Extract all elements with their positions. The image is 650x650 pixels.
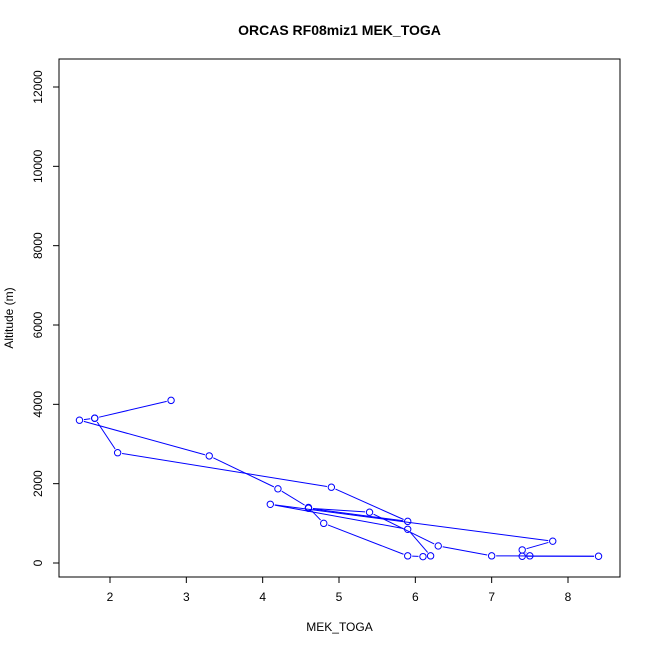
series-segment	[442, 546, 488, 556]
chart-title: ORCAS RF08miz1 MEK_TOGA	[238, 22, 441, 38]
data-point	[404, 552, 412, 560]
data-point	[113, 449, 122, 457]
series-segment	[274, 504, 404, 529]
series-segment	[274, 504, 549, 542]
series-segment	[99, 400, 167, 418]
series-segment	[335, 488, 404, 520]
data-point	[518, 552, 526, 560]
data-point	[75, 416, 84, 424]
x-tick-label: 5	[336, 590, 343, 604]
series-segment	[96, 421, 116, 450]
x-tick-label: 7	[488, 590, 495, 604]
data-point	[419, 552, 427, 561]
data-point	[274, 485, 282, 493]
series-segment	[281, 490, 305, 506]
y-axis: 0 2000 4000 6000 8000 10000 12000	[31, 70, 60, 566]
x-tick-label: 2	[107, 590, 114, 604]
x-axis: 2 3 4 5 6 7 8	[107, 576, 572, 604]
data-point	[487, 552, 496, 560]
data-point	[404, 517, 412, 526]
data-point	[327, 483, 336, 491]
data-point	[404, 525, 412, 533]
series-segment	[373, 513, 435, 545]
series-segment	[526, 541, 549, 550]
y-tick-label: 2000	[31, 470, 45, 497]
data-point	[320, 519, 328, 528]
y-tick-label: 4000	[31, 391, 45, 418]
series-segment	[83, 418, 91, 421]
series-segment	[327, 524, 404, 555]
series-segment	[312, 508, 366, 513]
series-segment	[121, 452, 328, 488]
x-axis-label: MEK_TOGA	[306, 620, 372, 634]
y-tick-label: 8000	[31, 232, 45, 259]
data-point	[549, 537, 557, 545]
y-axis-label: Altitude (m)	[2, 287, 16, 348]
y-tick-label: 0	[31, 559, 45, 566]
data-point	[91, 414, 99, 422]
series-segment	[83, 420, 206, 456]
y-tick-label: 6000	[31, 311, 45, 338]
series-segment	[312, 508, 404, 522]
series-layer	[75, 396, 603, 561]
x-tick-label: 6	[412, 590, 419, 604]
data-point	[426, 552, 435, 560]
x-tick-label: 3	[183, 590, 190, 604]
series-segment	[213, 457, 275, 488]
x-tick-label: 4	[259, 590, 266, 604]
data-point	[434, 542, 442, 550]
data-point	[167, 396, 175, 405]
x-tick-label: 8	[565, 590, 572, 604]
data-point	[365, 508, 374, 516]
data-point	[266, 500, 274, 508]
y-tick-label: 10000	[31, 149, 45, 183]
data-point	[205, 452, 213, 460]
y-tick-label: 12000	[31, 70, 45, 104]
data-point	[304, 504, 313, 512]
data-point	[594, 552, 603, 560]
series-segment	[410, 532, 429, 553]
data-point	[526, 552, 534, 560]
